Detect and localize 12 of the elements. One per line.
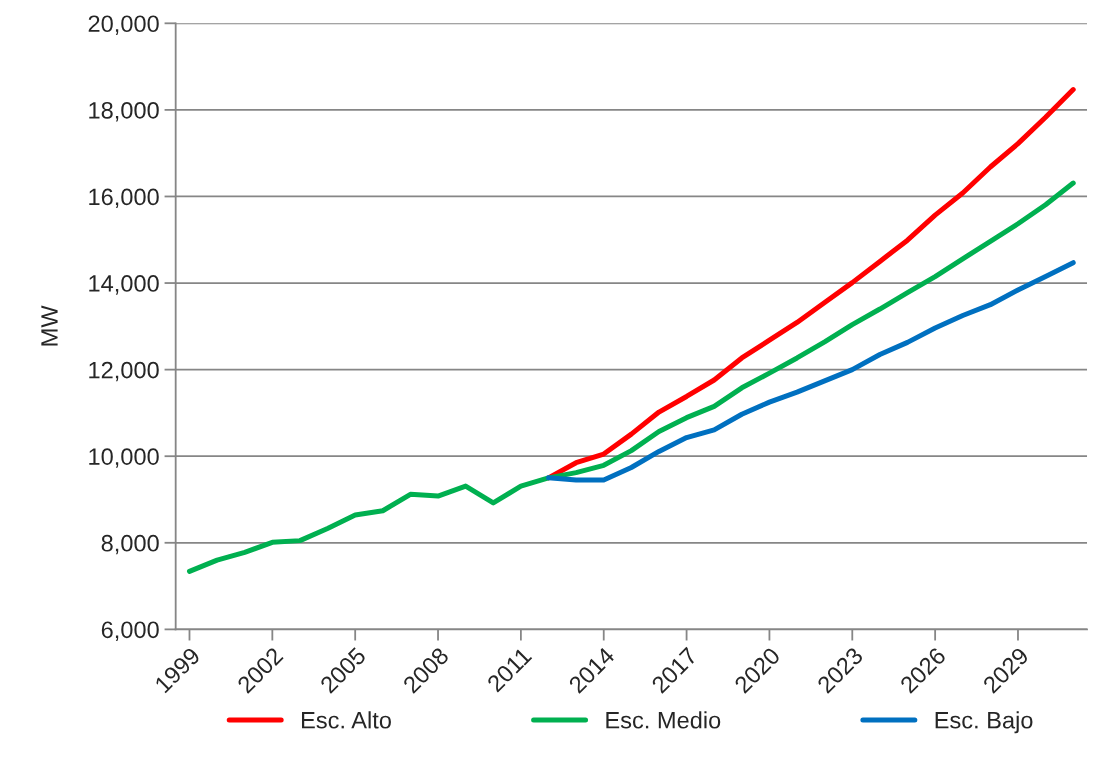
- y-tick-label: 16,000: [89, 188, 159, 209]
- y-axis-title: MW: [41, 305, 58, 346]
- legend-label: Esc. Bajo: [935, 711, 1033, 734]
- y-tick-label: 14,000: [89, 275, 159, 295]
- legend-label: Esc. Medio: [606, 711, 721, 729]
- y-tick-label: 10,000: [89, 448, 159, 468]
- y-tick-label: 18,000: [89, 101, 159, 122]
- y-tick-label: 20,000: [88, 15, 159, 35]
- y-tick-label: 8,000: [101, 534, 159, 555]
- y-tick-label: 6,000: [101, 621, 159, 641]
- legend-label: Esc. Alto: [302, 711, 391, 729]
- y-tick-label: 12,000: [89, 361, 159, 382]
